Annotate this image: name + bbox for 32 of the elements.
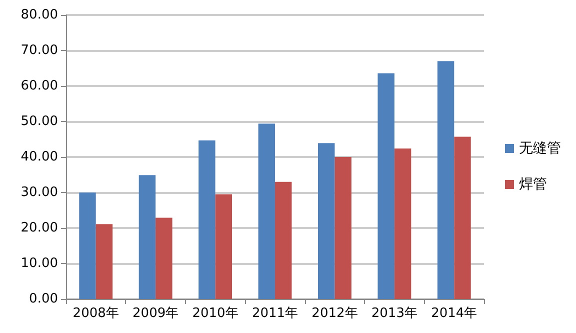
bar	[275, 182, 292, 299]
y-tick-label: 40.00	[20, 150, 58, 164]
y-tick-label: 60.00	[20, 78, 58, 94]
bar	[156, 218, 172, 299]
legend-label: 无缝管	[519, 140, 561, 156]
bar	[394, 148, 412, 299]
x-tick-label: 2008年	[72, 306, 119, 321]
bar	[215, 194, 232, 299]
x-tick-label: 2011年	[252, 306, 298, 321]
y-tick-label: 70.00	[20, 43, 58, 58]
bar	[378, 73, 394, 299]
x-tick-label: 2009年	[132, 306, 179, 321]
x-tick-label: 2012年	[312, 306, 358, 321]
y-tick-label: 10.00	[20, 256, 58, 271]
x-tick-label: 2010年	[192, 306, 238, 321]
x-tick-label: 2014年	[431, 306, 478, 321]
bar	[318, 143, 335, 299]
y-tick-label: 50.00	[20, 114, 58, 129]
bar	[437, 61, 454, 299]
bar	[334, 157, 352, 299]
bar	[96, 224, 113, 299]
y-tick-label: 20.00	[20, 220, 58, 236]
y-tick-label: 80.00	[20, 8, 58, 22]
x-tick-label: 2013年	[371, 306, 418, 321]
y-tick-label: 0.00	[29, 292, 58, 306]
bar	[138, 175, 156, 299]
bar	[258, 124, 275, 299]
bar	[454, 136, 471, 299]
y-tick-label: 30.00	[20, 185, 58, 200]
legend-label: 焊管	[519, 176, 547, 192]
bar	[198, 140, 216, 299]
bar	[79, 192, 96, 299]
